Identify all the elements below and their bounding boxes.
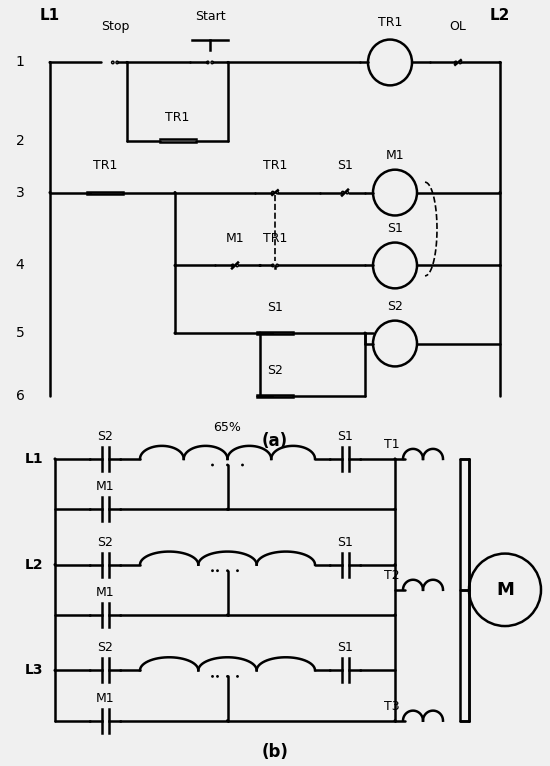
Circle shape xyxy=(499,61,501,64)
Text: TR1: TR1 xyxy=(93,159,117,172)
Circle shape xyxy=(174,264,176,267)
Text: L1: L1 xyxy=(24,452,43,466)
Circle shape xyxy=(174,332,176,334)
Text: S1: S1 xyxy=(337,430,353,443)
Text: M1: M1 xyxy=(386,149,404,162)
Text: M1: M1 xyxy=(226,231,244,244)
Circle shape xyxy=(227,570,228,571)
Circle shape xyxy=(394,614,396,616)
Text: S1: S1 xyxy=(267,301,283,314)
Text: TR1: TR1 xyxy=(166,111,190,124)
Text: TR1: TR1 xyxy=(378,16,402,29)
Text: 6: 6 xyxy=(15,388,24,403)
Circle shape xyxy=(394,458,396,460)
Circle shape xyxy=(499,264,501,267)
Text: (a): (a) xyxy=(262,432,288,450)
Circle shape xyxy=(259,332,261,334)
Text: (b): (b) xyxy=(262,743,288,761)
Text: OL: OL xyxy=(449,21,466,33)
Text: M: M xyxy=(496,581,514,599)
Text: 3: 3 xyxy=(15,185,24,200)
Circle shape xyxy=(259,264,261,267)
Text: S1: S1 xyxy=(337,535,353,548)
Text: TR1: TR1 xyxy=(263,231,287,244)
Circle shape xyxy=(499,192,501,193)
Circle shape xyxy=(54,669,56,671)
Circle shape xyxy=(54,564,56,565)
Circle shape xyxy=(227,676,228,677)
Text: S2: S2 xyxy=(97,430,113,443)
Text: 65%: 65% xyxy=(213,421,241,434)
Circle shape xyxy=(126,61,128,64)
Text: S2: S2 xyxy=(97,535,113,548)
Text: M1: M1 xyxy=(96,480,114,493)
Text: Stop: Stop xyxy=(101,21,129,33)
Circle shape xyxy=(174,192,176,193)
Circle shape xyxy=(49,61,51,64)
Circle shape xyxy=(227,464,228,466)
Circle shape xyxy=(217,570,218,571)
Circle shape xyxy=(54,458,56,460)
Text: S1: S1 xyxy=(337,159,353,172)
Text: M1: M1 xyxy=(96,692,114,705)
Text: 1: 1 xyxy=(15,55,24,70)
Text: S1: S1 xyxy=(337,641,353,654)
Circle shape xyxy=(237,676,238,677)
Text: TR1: TR1 xyxy=(263,159,287,172)
Circle shape xyxy=(227,509,228,510)
Text: S2: S2 xyxy=(387,300,403,313)
Text: L2: L2 xyxy=(490,8,510,23)
Text: T1: T1 xyxy=(384,438,400,451)
Circle shape xyxy=(49,192,51,193)
Circle shape xyxy=(217,676,218,677)
Circle shape xyxy=(227,720,228,722)
Text: M1: M1 xyxy=(96,586,114,599)
Text: L3: L3 xyxy=(25,663,43,677)
Text: T3: T3 xyxy=(384,699,400,712)
Text: S2: S2 xyxy=(267,364,283,377)
Circle shape xyxy=(227,614,228,616)
Text: L2: L2 xyxy=(24,558,43,571)
Text: 2: 2 xyxy=(15,133,24,148)
Circle shape xyxy=(242,464,243,466)
Circle shape xyxy=(364,332,366,334)
Circle shape xyxy=(394,720,396,722)
Circle shape xyxy=(237,570,238,571)
Text: S1: S1 xyxy=(387,222,403,235)
Circle shape xyxy=(394,564,396,565)
Text: Start: Start xyxy=(195,10,226,23)
Text: L1: L1 xyxy=(40,8,60,23)
Text: 4: 4 xyxy=(15,258,24,273)
Circle shape xyxy=(394,509,396,510)
Circle shape xyxy=(212,464,213,466)
Circle shape xyxy=(227,61,229,64)
Circle shape xyxy=(212,570,213,571)
Text: S2: S2 xyxy=(97,641,113,654)
Text: 5: 5 xyxy=(15,326,24,340)
Text: T2: T2 xyxy=(384,569,400,581)
Circle shape xyxy=(212,676,213,677)
